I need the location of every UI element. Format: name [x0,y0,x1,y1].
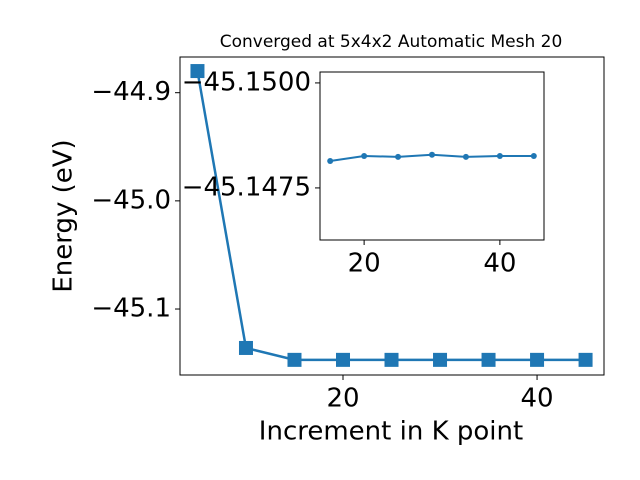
x-tick-label: 20 [348,249,381,279]
y-tick-label: −45.0 [91,185,171,215]
y-tick-label: −45.1475 [182,172,311,202]
marker [429,151,435,158]
y-tick-label: −45.1500 [182,67,311,97]
marker [327,158,334,165]
y-tick-label: −44.9 [91,77,171,107]
marker [287,352,302,367]
marker [238,340,253,355]
marker [395,153,402,160]
marker [578,352,593,367]
marker [190,64,205,79]
marker [361,153,368,159]
marker [462,153,469,160]
x-axis-label: Increment in K point [259,417,523,447]
x-tick-label: 40 [483,249,516,279]
marker [384,352,399,367]
chart-title: Converged at 5x4x2 Automatic Mesh 20 [220,32,563,52]
marker [336,352,351,367]
marker [481,352,496,367]
x-tick-label: 20 [326,384,359,414]
marker [530,352,545,367]
y-axis-label: Energy (eV) [49,139,79,292]
y-tick-label: −45.1 [91,294,171,324]
marker [496,153,503,159]
marker [433,352,448,367]
marker [530,153,537,159]
x-tick-label: 40 [521,384,554,414]
